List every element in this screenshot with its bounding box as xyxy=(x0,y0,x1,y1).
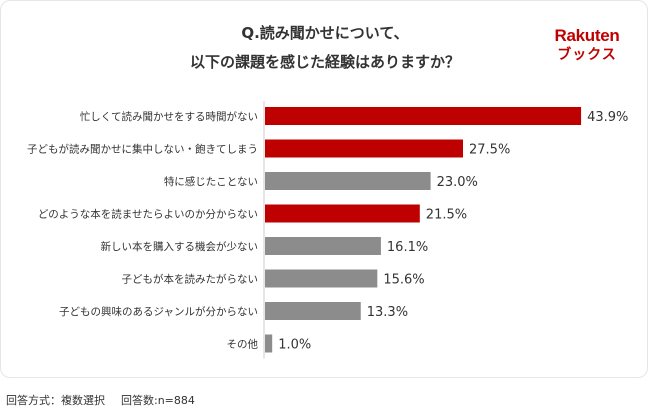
category-label-2: 子どもが読み聞かせに集中しない・飽きてしまう xyxy=(27,143,258,156)
value-label-6: 15.6% xyxy=(383,273,424,288)
value-label-4: 21.5% xyxy=(426,208,467,223)
bar-3 xyxy=(265,172,431,190)
category-label-1: 忙しくて読み聞かせをする時間がない xyxy=(80,110,258,123)
chart-title-line1: Q.読み聞かせについて、 xyxy=(241,24,409,42)
value-label-7: 13.3% xyxy=(367,305,408,320)
value-label-3: 23.0% xyxy=(437,175,478,190)
footnote-method: 回答方式：複数選択 xyxy=(6,394,105,407)
category-label-7: 子どもの興味のあるジャンルが分からない xyxy=(59,305,258,318)
chart-title-line2: 以下の課題を感じた経験はありますか？ xyxy=(189,53,460,71)
bar-7 xyxy=(265,302,361,320)
bar-2 xyxy=(265,139,463,158)
bar-8 xyxy=(265,334,273,353)
category-label-8: その他 xyxy=(227,338,259,351)
value-label-2: 27.5% xyxy=(469,143,510,158)
bar-6 xyxy=(265,269,378,288)
category-label-6: 子どもが本を読みたがらない xyxy=(122,273,259,286)
rakuten-books-logo: Rakuten ブックス xyxy=(545,26,629,64)
footnote-respondents: 回答数:n=884 xyxy=(121,394,195,407)
category-label-4: どのような本を読ませたらよいのか分からない xyxy=(38,208,258,221)
bar-chart: 忙しくて読み聞かせをする時間がない 43.9% 子どもが読み聞かせに集中しない・飽き… xyxy=(27,101,628,359)
bar-1 xyxy=(265,107,582,125)
bar-5 xyxy=(265,237,381,255)
category-label-3: 特に感じたことない xyxy=(164,175,258,188)
logo-word-rakuten: Rakuten xyxy=(554,26,620,45)
footnote: 回答方式：複数選択 回答数:n=884 xyxy=(6,392,195,408)
value-label-5: 16.1% xyxy=(387,240,428,255)
value-label-8: 1.0% xyxy=(278,338,311,353)
value-label-1: 43.9% xyxy=(587,110,628,125)
category-label-5: 新しい本を購入する機会が少ない xyxy=(101,240,259,253)
bar-4 xyxy=(265,204,420,223)
logo-word-books: ブックス xyxy=(557,47,617,63)
